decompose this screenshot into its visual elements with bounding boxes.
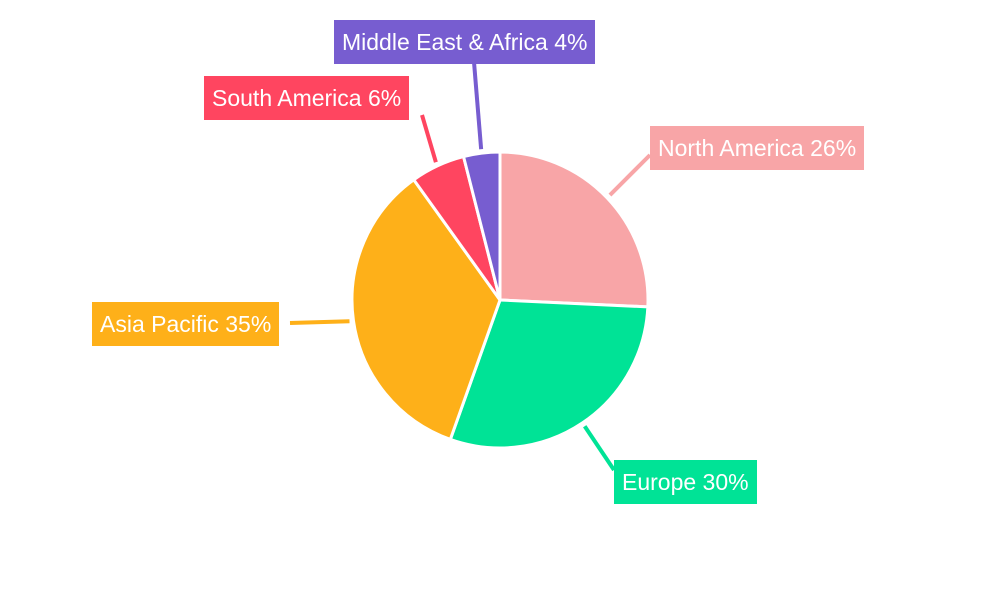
label-north-america: North America 26% — [650, 126, 865, 170]
leader-line — [289, 319, 350, 325]
pie-slice-europe[interactable] — [448, 298, 650, 450]
leader-line — [420, 114, 438, 163]
pie-slice-asia-pacific[interactable] — [350, 177, 502, 442]
leader-line — [583, 425, 616, 472]
pie-slice-middle-east-africa[interactable] — [461, 150, 502, 301]
label-south-america: South America 6% — [204, 76, 410, 120]
label-middle-east-africa: Middle East & Africa 4% — [334, 20, 596, 64]
label-asia-pacific: Asia Pacific 35% — [92, 302, 280, 346]
leader-line — [608, 153, 652, 197]
leader-line — [472, 61, 484, 150]
label-europe: Europe 30% — [614, 460, 757, 504]
pie-slice-north-america[interactable] — [498, 150, 650, 309]
